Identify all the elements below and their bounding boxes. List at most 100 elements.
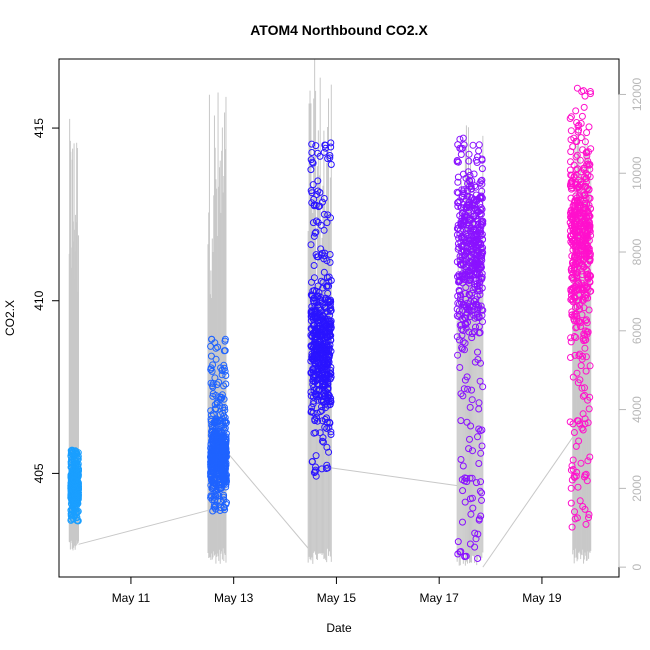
data-point [218, 391, 226, 399]
secondary-link [78, 509, 209, 545]
data-point [312, 228, 320, 236]
data-point [307, 166, 315, 174]
data-point [572, 171, 580, 179]
data-point [317, 245, 325, 253]
y-tick-label: 415 [32, 118, 46, 138]
data-point [577, 319, 585, 327]
data-point [207, 418, 215, 425]
data-point [209, 392, 217, 400]
data-point [583, 316, 590, 324]
data-point [567, 338, 575, 346]
data-point [459, 272, 466, 279]
data-point [578, 311, 586, 319]
data-point [470, 170, 478, 178]
y-axis-left: 405 410 415 [32, 118, 60, 483]
data-point [212, 405, 220, 413]
data-point [307, 309, 315, 317]
data-point [466, 272, 474, 280]
secondary-link [482, 436, 574, 568]
data-point [327, 397, 335, 405]
data-point [325, 273, 333, 281]
data-point [582, 336, 590, 344]
data-point [216, 411, 224, 419]
data-point [310, 287, 318, 294]
data-point [575, 296, 583, 304]
data-point [207, 342, 215, 350]
data-point [583, 271, 591, 279]
data-point [474, 530, 482, 538]
x-tick-label: May 15 [317, 591, 357, 605]
data-point [478, 180, 486, 188]
y2-tick-label: 8000 [630, 238, 644, 265]
data-point [68, 510, 76, 518]
data-point [319, 354, 327, 362]
data-point [479, 383, 487, 391]
data-point [572, 334, 580, 341]
secondary-link [331, 467, 458, 487]
data-point [314, 312, 322, 320]
y-tick-label: 405 [32, 463, 46, 483]
data-point [311, 328, 318, 336]
data-point [311, 294, 318, 302]
data-point [309, 181, 317, 189]
data-point [466, 291, 474, 299]
data-point [583, 152, 591, 160]
data-point [221, 404, 228, 411]
data-point [478, 205, 486, 213]
data-point [308, 342, 315, 349]
x-tick-label: May 19 [522, 591, 562, 605]
data-point [312, 201, 320, 209]
data-point [309, 219, 317, 227]
data-point [325, 448, 333, 456]
data-point [327, 394, 335, 402]
data-point [573, 229, 581, 236]
data-point [467, 185, 475, 193]
data-point [571, 196, 579, 204]
data-point [582, 520, 590, 528]
data-point [320, 316, 327, 324]
data-point [322, 372, 330, 380]
data-point [70, 482, 78, 490]
data-point [581, 244, 589, 252]
data-point [584, 457, 592, 465]
data-point [573, 138, 581, 146]
data-point [314, 177, 322, 185]
data-point [327, 317, 335, 325]
x-axis-label: Date [326, 621, 352, 635]
data-point [469, 504, 477, 512]
data-point [316, 386, 323, 393]
data-point [217, 464, 225, 472]
data-point [464, 385, 472, 393]
data-point [321, 416, 329, 423]
data-point [218, 415, 226, 423]
data-point [311, 378, 319, 385]
plot-frame [58, 58, 620, 578]
data-point [577, 285, 585, 292]
data-point [581, 173, 588, 181]
data-point [473, 207, 481, 214]
data-point [312, 251, 320, 259]
data-point [216, 402, 224, 410]
data-point [465, 445, 473, 453]
data-point [579, 392, 587, 400]
data-point [474, 348, 481, 356]
data-point [567, 182, 575, 190]
data-point [457, 151, 465, 158]
data-point [579, 426, 587, 434]
data-point [209, 476, 217, 484]
data-point [217, 484, 225, 492]
data-point [581, 344, 589, 352]
data-point [454, 141, 462, 149]
data-point [327, 324, 335, 331]
data-point [475, 147, 483, 155]
data-point [466, 215, 474, 223]
data-point [585, 511, 593, 518]
data-point [583, 174, 590, 182]
data-point [465, 306, 473, 313]
data-point [477, 302, 485, 310]
data-point [463, 418, 471, 426]
data-point [474, 224, 482, 232]
data-point [574, 128, 582, 136]
data-point [581, 138, 589, 146]
data-point [454, 189, 462, 197]
